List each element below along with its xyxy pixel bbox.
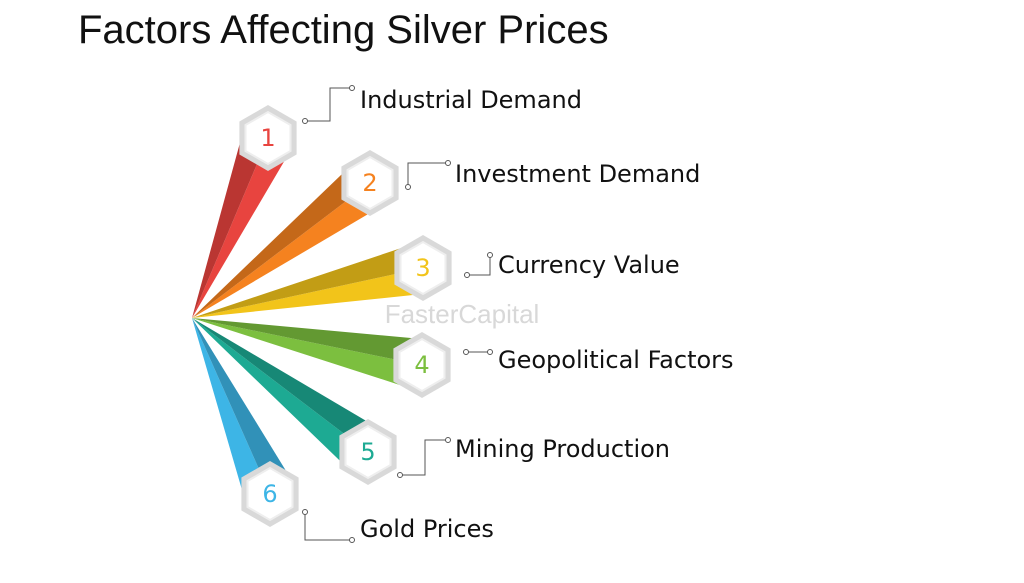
ray — [192, 318, 270, 505]
connector-dot — [487, 349, 493, 355]
factor-item: 3 Currency Value — [192, 235, 680, 318]
item-number: 2 — [362, 169, 377, 197]
title: Factors Affecting Silver Prices — [78, 8, 609, 52]
ray-shade — [192, 318, 384, 452]
connector — [304, 512, 352, 541]
ray-shade — [192, 318, 428, 365]
ray — [192, 268, 429, 318]
item-number: 4 — [414, 351, 429, 379]
hexagon-inner — [244, 110, 292, 166]
item-number: 5 — [360, 438, 375, 466]
connector-dot — [349, 537, 355, 543]
item-label: Geopolitical Factors — [498, 346, 734, 374]
connector-dot — [397, 472, 403, 478]
factor-item: 5 Mining Production — [192, 318, 670, 485]
item-number: 1 — [260, 124, 275, 152]
hexagon-inner — [398, 337, 446, 393]
item-label: Mining Production — [455, 435, 670, 463]
connector — [305, 87, 352, 122]
item-number: 6 — [262, 480, 277, 508]
connector-dot — [349, 85, 355, 91]
hexagon-inner — [346, 155, 394, 211]
ray — [192, 318, 422, 391]
watermark: FasterCapital — [385, 299, 540, 329]
hexagon-inner — [399, 240, 447, 296]
connector — [407, 162, 448, 187]
item-number: 3 — [415, 254, 430, 282]
connector-dot — [302, 118, 308, 124]
ray — [192, 183, 386, 318]
connector-dot — [487, 252, 493, 258]
connector-dot — [405, 184, 411, 190]
factor-item: 6 Gold Prices — [192, 318, 494, 543]
ray — [192, 138, 292, 318]
connector-dot — [445, 437, 451, 443]
hexagon-inner — [246, 466, 294, 522]
ray — [192, 318, 368, 473]
connector — [400, 439, 448, 476]
connector-dot — [463, 349, 469, 355]
ray-shade — [192, 318, 294, 494]
ray-shade — [192, 242, 423, 318]
connector-dot — [445, 160, 451, 166]
connector — [467, 255, 491, 276]
item-label: Investment Demand — [455, 160, 700, 188]
factor-item: 1 Industrial Demand — [192, 85, 582, 319]
item-label: Industrial Demand — [360, 86, 582, 114]
connector-dot — [464, 272, 470, 278]
item-label: Currency Value — [498, 251, 680, 279]
factor-item: 2 Investment Demand — [192, 150, 700, 318]
ray-shade — [192, 162, 370, 318]
ray-shade — [192, 127, 268, 319]
hexagon-inner — [344, 424, 392, 480]
factor-item: 4 Geopolitical Factors — [192, 318, 734, 398]
item-label: Gold Prices — [360, 515, 494, 543]
connector-dot — [302, 509, 308, 515]
